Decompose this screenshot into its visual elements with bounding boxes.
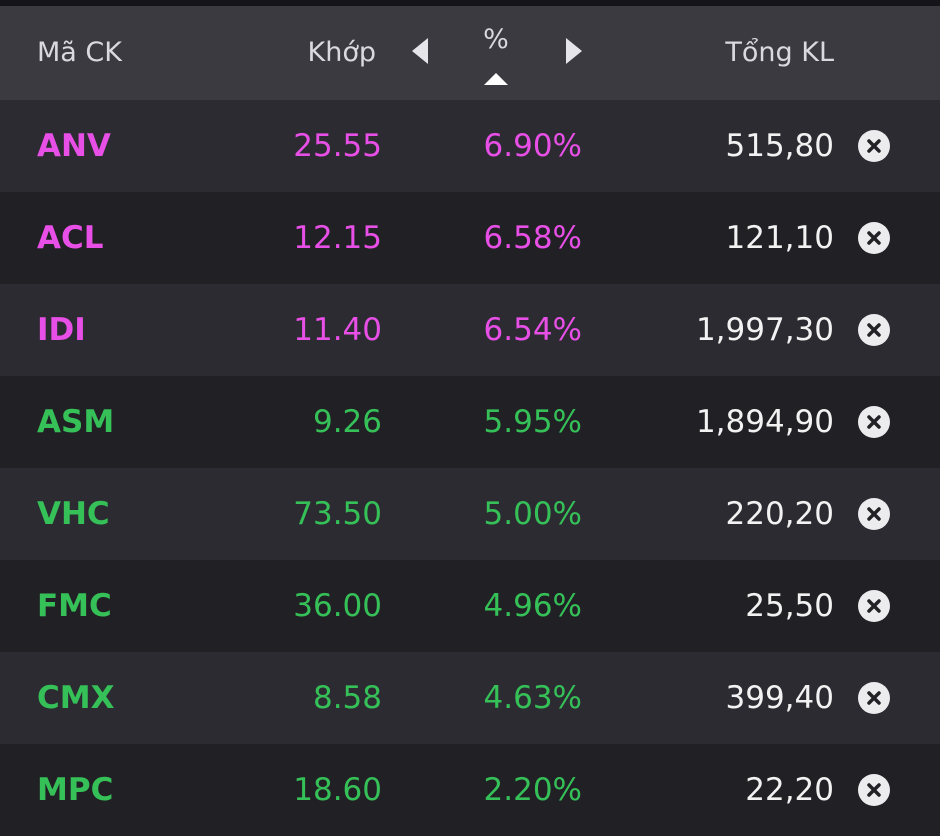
stock-row[interactable]: ACL 12.15 6.58% 121,10	[0, 192, 940, 284]
total-volume: 25,50	[745, 588, 834, 624]
match-price: 12.15	[293, 220, 382, 256]
match-price: 73.50	[293, 496, 382, 532]
total-volume: 121,10	[725, 220, 834, 256]
stock-code: FMC	[37, 588, 112, 624]
remove-circle-icon[interactable]	[858, 498, 890, 530]
stock-row[interactable]: CMX 8.58 4.63% 399,40	[0, 652, 940, 744]
total-volume: 1,894,90	[695, 404, 834, 440]
header-percent-change[interactable]: %	[483, 24, 509, 55]
remove-circle-icon[interactable]	[858, 222, 890, 254]
stock-row[interactable]: MPC 18.60 2.20% 22,20	[0, 744, 940, 836]
stock-row[interactable]: FMC 36.00 4.96% 25,50	[0, 560, 940, 652]
stock-list: ANV 25.55 6.90% 515,80 ACL 12.15 6.58% 1…	[0, 100, 940, 836]
match-price: 25.55	[293, 128, 382, 164]
remove-circle-icon[interactable]	[858, 130, 890, 162]
remove-circle-icon[interactable]	[858, 590, 890, 622]
stock-row[interactable]: VHC 73.50 5.00% 220,20	[0, 468, 940, 560]
header-match-price: Khớp	[307, 37, 376, 68]
remove-circle-icon[interactable]	[858, 406, 890, 438]
total-volume: 399,40	[725, 680, 834, 716]
remove-circle-icon[interactable]	[858, 774, 890, 806]
table-header: Mã CK Khớp % Tổng KL	[0, 6, 940, 100]
percent-change: 6.90%	[483, 128, 582, 164]
percent-change: 6.54%	[483, 312, 582, 348]
stock-code: MPC	[37, 772, 114, 808]
stock-row[interactable]: IDI 11.40 6.54% 1,997,30	[0, 284, 940, 376]
percent-change: 5.00%	[483, 496, 582, 532]
match-price: 11.40	[293, 312, 382, 348]
stock-code: CMX	[37, 680, 115, 716]
caret-left-icon[interactable]	[412, 38, 428, 64]
stock-code: ACL	[37, 220, 104, 256]
header-code: Mã CK	[37, 37, 122, 68]
header-total-volume: Tổng KL	[725, 37, 834, 68]
percent-change: 2.20%	[483, 772, 582, 808]
total-volume: 220,20	[725, 496, 834, 532]
percent-change: 4.96%	[483, 588, 582, 624]
percent-change: 4.63%	[483, 680, 582, 716]
stock-code: IDI	[37, 312, 86, 348]
remove-circle-icon[interactable]	[858, 314, 890, 346]
percent-change: 5.95%	[483, 404, 582, 440]
top-edge	[0, 0, 940, 6]
stock-code: ANV	[37, 128, 111, 164]
sort-ascending-icon	[484, 73, 508, 85]
stock-code: VHC	[37, 496, 110, 532]
total-volume: 515,80	[725, 128, 834, 164]
match-price: 36.00	[293, 588, 382, 624]
caret-right-icon[interactable]	[566, 38, 582, 64]
match-price: 8.58	[312, 680, 382, 716]
total-volume: 22,20	[745, 772, 834, 808]
match-price: 18.60	[293, 772, 382, 808]
match-price: 9.26	[312, 404, 382, 440]
stock-row[interactable]: ASM 9.26 5.95% 1,894,90	[0, 376, 940, 468]
total-volume: 1,997,30	[695, 312, 834, 348]
stock-row[interactable]: ANV 25.55 6.90% 515,80	[0, 100, 940, 192]
stock-code: ASM	[37, 404, 115, 440]
percent-change: 6.58%	[483, 220, 582, 256]
remove-circle-icon[interactable]	[858, 682, 890, 714]
